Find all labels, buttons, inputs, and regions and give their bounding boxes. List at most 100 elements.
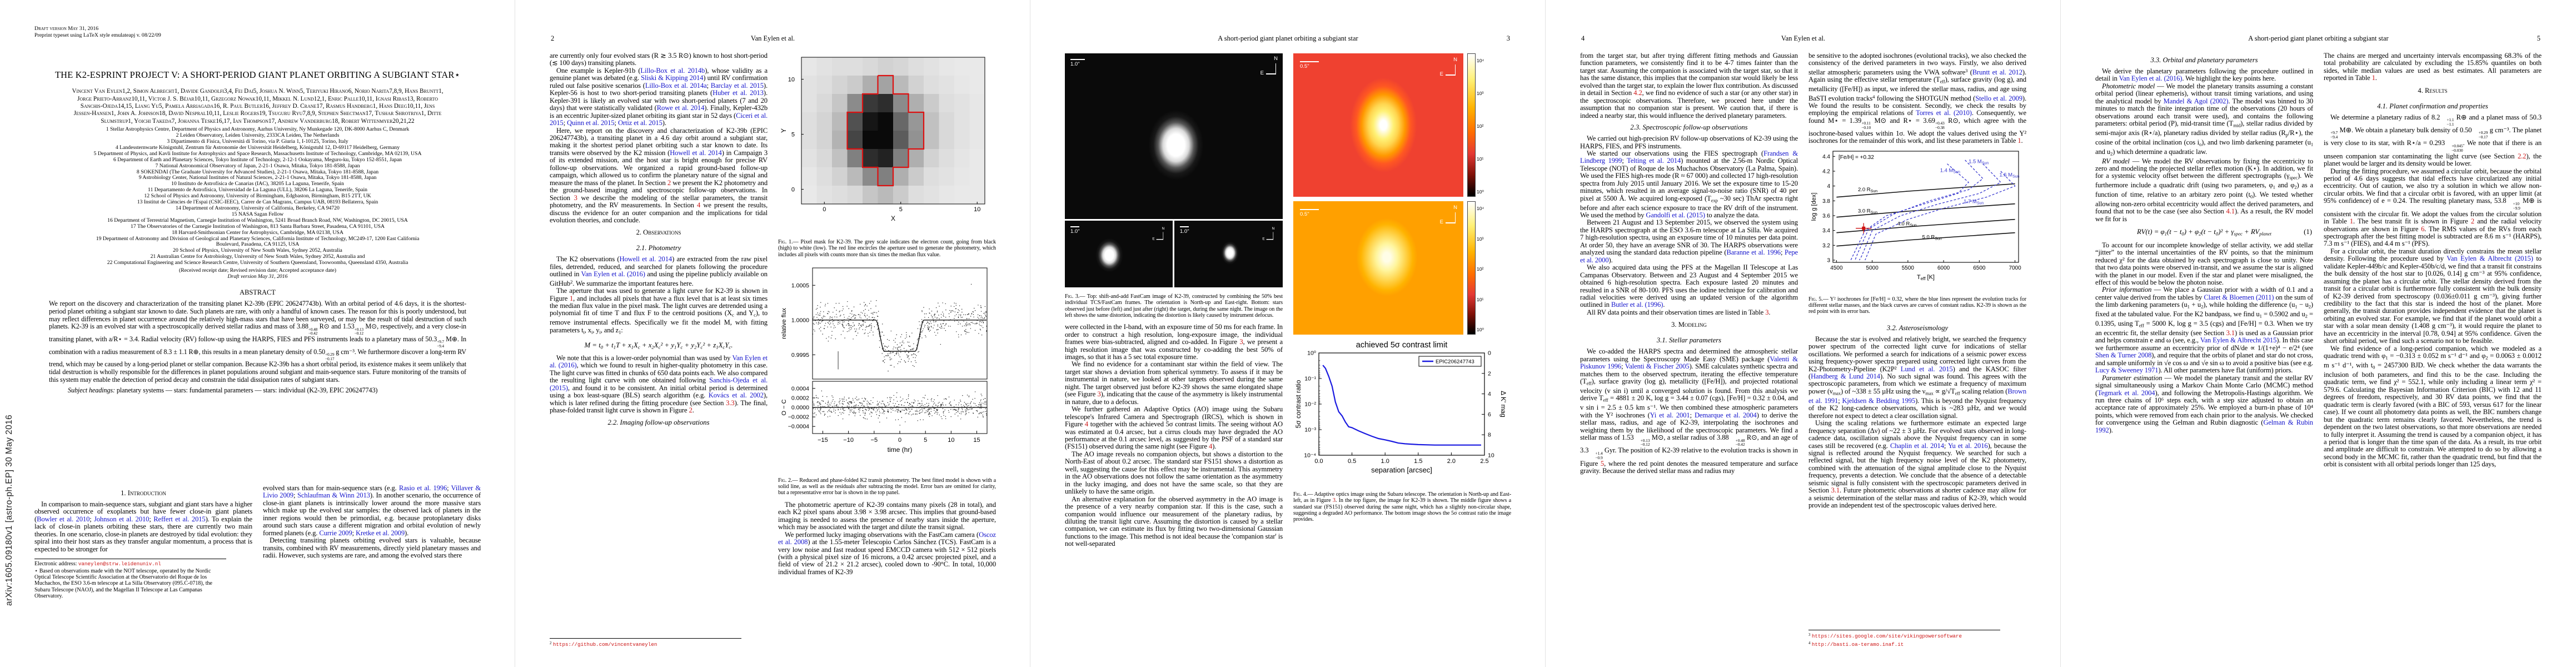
ref-link[interactable]: 3 [1332, 497, 1336, 504]
citation-link[interactable]: Van Eylen et al. (2016) [550, 354, 768, 370]
ref-link[interactable]: 1 [2349, 217, 2354, 226]
citation-link[interactable]: Chaplin et al. 2014 [1890, 441, 1944, 450]
star-psf-blob [1147, 108, 1205, 182]
ref-link[interactable]: 4 [697, 201, 701, 210]
citation-link[interactable]: Brown et al. 1991 [1808, 387, 2026, 405]
ref-link[interactable]: 3 [1765, 308, 1769, 316]
citation-link[interactable]: Lillo-Box et al. 2014b [640, 66, 705, 74]
ref-link[interactable]: 3.1 [1831, 486, 1840, 495]
citation-link[interactable]: Claret & Bloemen (2011) [2204, 293, 2274, 301]
small-caps: Fig. 3. [1065, 293, 1080, 300]
ref-link[interactable]: 4.1 [2226, 207, 2235, 216]
citation-link[interactable]: Butler et al. (1996) [1611, 301, 1663, 309]
citation-link[interactable]: Oscoz et al. 2008 [778, 530, 996, 546]
citation-link[interactable]: Gelman & Rubin 1992 [2095, 419, 2313, 434]
citation-link[interactable]: Demarque et al. 2004 [1694, 411, 1757, 419]
body-paragraph: One example is Kepler-91b (Lillo-Box et … [550, 66, 768, 127]
ref-link[interactable]: 4 [1209, 442, 1213, 451]
citation-link[interactable]: Schlaufman & Winn 2013 [297, 491, 370, 500]
list-line: 14 Department of Astronomy, University o… [176, 205, 340, 211]
body-paragraph: An alternative explanation for the obser… [1065, 495, 1283, 548]
citation-link[interactable]: Rasio et al. 1996 [398, 485, 447, 492]
citation-link[interactable]: Tegmark et al. 2004 [2097, 389, 2155, 397]
citation-link[interactable]: Telting et al. 2014 [1627, 157, 1681, 165]
citation-link[interactable]: Sliski & Kipping 2014 [641, 74, 704, 82]
citation-link[interactable]: Torres et al. (2010) [1916, 109, 1972, 117]
ref-link[interactable]: 1 [569, 294, 574, 302]
ref-link[interactable]: 1 [2017, 137, 2021, 145]
citation-link[interactable]: Lund et al. 2015 [1900, 365, 1953, 373]
compass-north: N [1162, 226, 1165, 231]
compass-east: E [1439, 71, 1443, 77]
citation-link[interactable]: Howell et al. 2014 [619, 255, 672, 263]
citation-link[interactable]: Ciceri et al. 2015 [550, 111, 768, 127]
list-line: 8 SOKENDAI (The Graduate University for … [136, 168, 379, 175]
ref-link[interactable]: 3.1 [2226, 328, 2235, 337]
colorbar-tick: 10² [1477, 123, 1484, 129]
ref-link[interactable]: 3 [1239, 338, 1243, 346]
citation-link[interactable]: Yu et al. 2016 [1947, 441, 1988, 450]
list-line: 11 Departamento de Astrofísica, Universi… [147, 187, 368, 193]
ref-link[interactable]: 2.2 [2517, 152, 2527, 160]
ref-link[interactable]: 2 [2470, 217, 2474, 226]
citation-link[interactable]: Villaver & Livio 2009 [263, 485, 481, 500]
citation-link[interactable]: Huber et al. 2013 [712, 89, 764, 97]
citation-link[interactable]: Kovács et al. 2002 [708, 391, 764, 400]
citation-link[interactable]: Lucy & Sweeney 1971 [2095, 366, 2159, 375]
url-link[interactable]: vaneylen@strw.leidenuniv.nl [78, 561, 161, 568]
citation-link[interactable]: Mandel & Agol (2002) [2163, 97, 2229, 105]
citation-link[interactable]: Yi et al. 2001 [1650, 411, 1690, 419]
compass-north: N [1274, 56, 1278, 62]
svg-text:−5: −5 [871, 437, 878, 444]
citation-link[interactable]: Stello et al. 2009 [1975, 94, 2022, 102]
citation-link[interactable]: Ortiz et al. 2015 [617, 119, 662, 127]
citation-link[interactable]: Shen & Turner 2008 [2095, 351, 2152, 360]
citation-link[interactable]: Lillo-Box et al. 2014a [645, 81, 707, 89]
subscript: c [723, 344, 725, 350]
citation-link[interactable]: Kjeldsen & Bedding 1995 [1842, 396, 1916, 405]
citation-link[interactable]: Kretke et al. 2009 [355, 529, 405, 537]
citation-link[interactable]: Johnson et al. 2010 [94, 515, 150, 523]
ref-link[interactable]: 6 [2421, 225, 2425, 233]
ref-link[interactable]: 2 [689, 406, 692, 415]
ref-link[interactable]: 2 [667, 178, 671, 187]
ref-link[interactable]: 3.3 [726, 399, 735, 407]
ref-link[interactable]: 3 [574, 193, 577, 202]
colorbar-tick: 10¹ [1477, 296, 1484, 302]
citation-link[interactable]: Van Eylen et al. (2016) [2119, 74, 2183, 83]
citation-link[interactable]: Van Eylen & Albrecht (2015) [2447, 255, 2533, 263]
running-head: A short-period giant planet orbiting a s… [1065, 34, 1511, 43]
body-paragraph: The AO image reveals no companion object… [1065, 450, 1283, 496]
citation-link[interactable]: Howell et al. 2014 [670, 148, 722, 157]
ref-link[interactable]: 4 [1084, 420, 1089, 429]
url-link[interactable]: https://sites.google.com/site/vikingpowe… [1811, 633, 1962, 640]
citation-link[interactable]: Valenti & Piskunov 1996 [1580, 355, 1798, 371]
list-line: 15 NASA Sagan Fellow [231, 211, 284, 217]
citation-link[interactable]: Baranne et al. 1996 [1726, 248, 1781, 257]
citation-link[interactable]: Quinn et al. 2015 [567, 119, 615, 127]
url-link[interactable]: https://github.com/vincentvaneylen [552, 641, 657, 648]
citation-link[interactable]: Currie 2009 [319, 529, 352, 537]
citation-link[interactable]: Bowler et al. 2010 [37, 515, 90, 523]
svg-text:2.5: 2.5 [1480, 458, 1488, 465]
plus-minus-value: +10 −9.9 [2513, 201, 2520, 211]
citation-link[interactable]: Rowe et al. 2014 [656, 104, 705, 112]
citation-link[interactable]: Gandolfi et al. (2015) [1646, 211, 1705, 219]
ref-link[interactable]: 3 [1097, 390, 1101, 399]
citation-link[interactable]: Van Eylen et al. (2016) [581, 270, 645, 278]
ref-link[interactable]: 1 [2371, 74, 2375, 82]
url-link[interactable]: http://basti.oa-teramo.inaf.it [1811, 641, 1904, 648]
citation-link[interactable]: Barclay et al. 2015 [710, 81, 764, 89]
ref-link[interactable]: 5 [1600, 459, 1605, 467]
citation-link[interactable]: Valenti & Fischer 2005 [1625, 362, 1690, 371]
ref-link[interactable]: 4.2 [1633, 89, 1642, 97]
subscript: spec [2234, 231, 2243, 237]
citation-link[interactable]: Handberg & Lund 2014 [1811, 372, 1880, 381]
citation-link[interactable]: Bruntt et al. 2012 [1972, 68, 2022, 76]
citation-link[interactable]: Van Eylen & Albrecht 2015 [2200, 336, 2277, 345]
citation-link[interactable]: Frandsen & Lindberg 1999 [1580, 149, 1798, 165]
citation-link[interactable]: Sanchis-Ojeda et al. (2015) [550, 376, 768, 392]
citation-link[interactable]: Pepe et al. 2000 [1580, 248, 1798, 264]
citation-link[interactable]: Reffert et al. 2015 [153, 515, 206, 523]
